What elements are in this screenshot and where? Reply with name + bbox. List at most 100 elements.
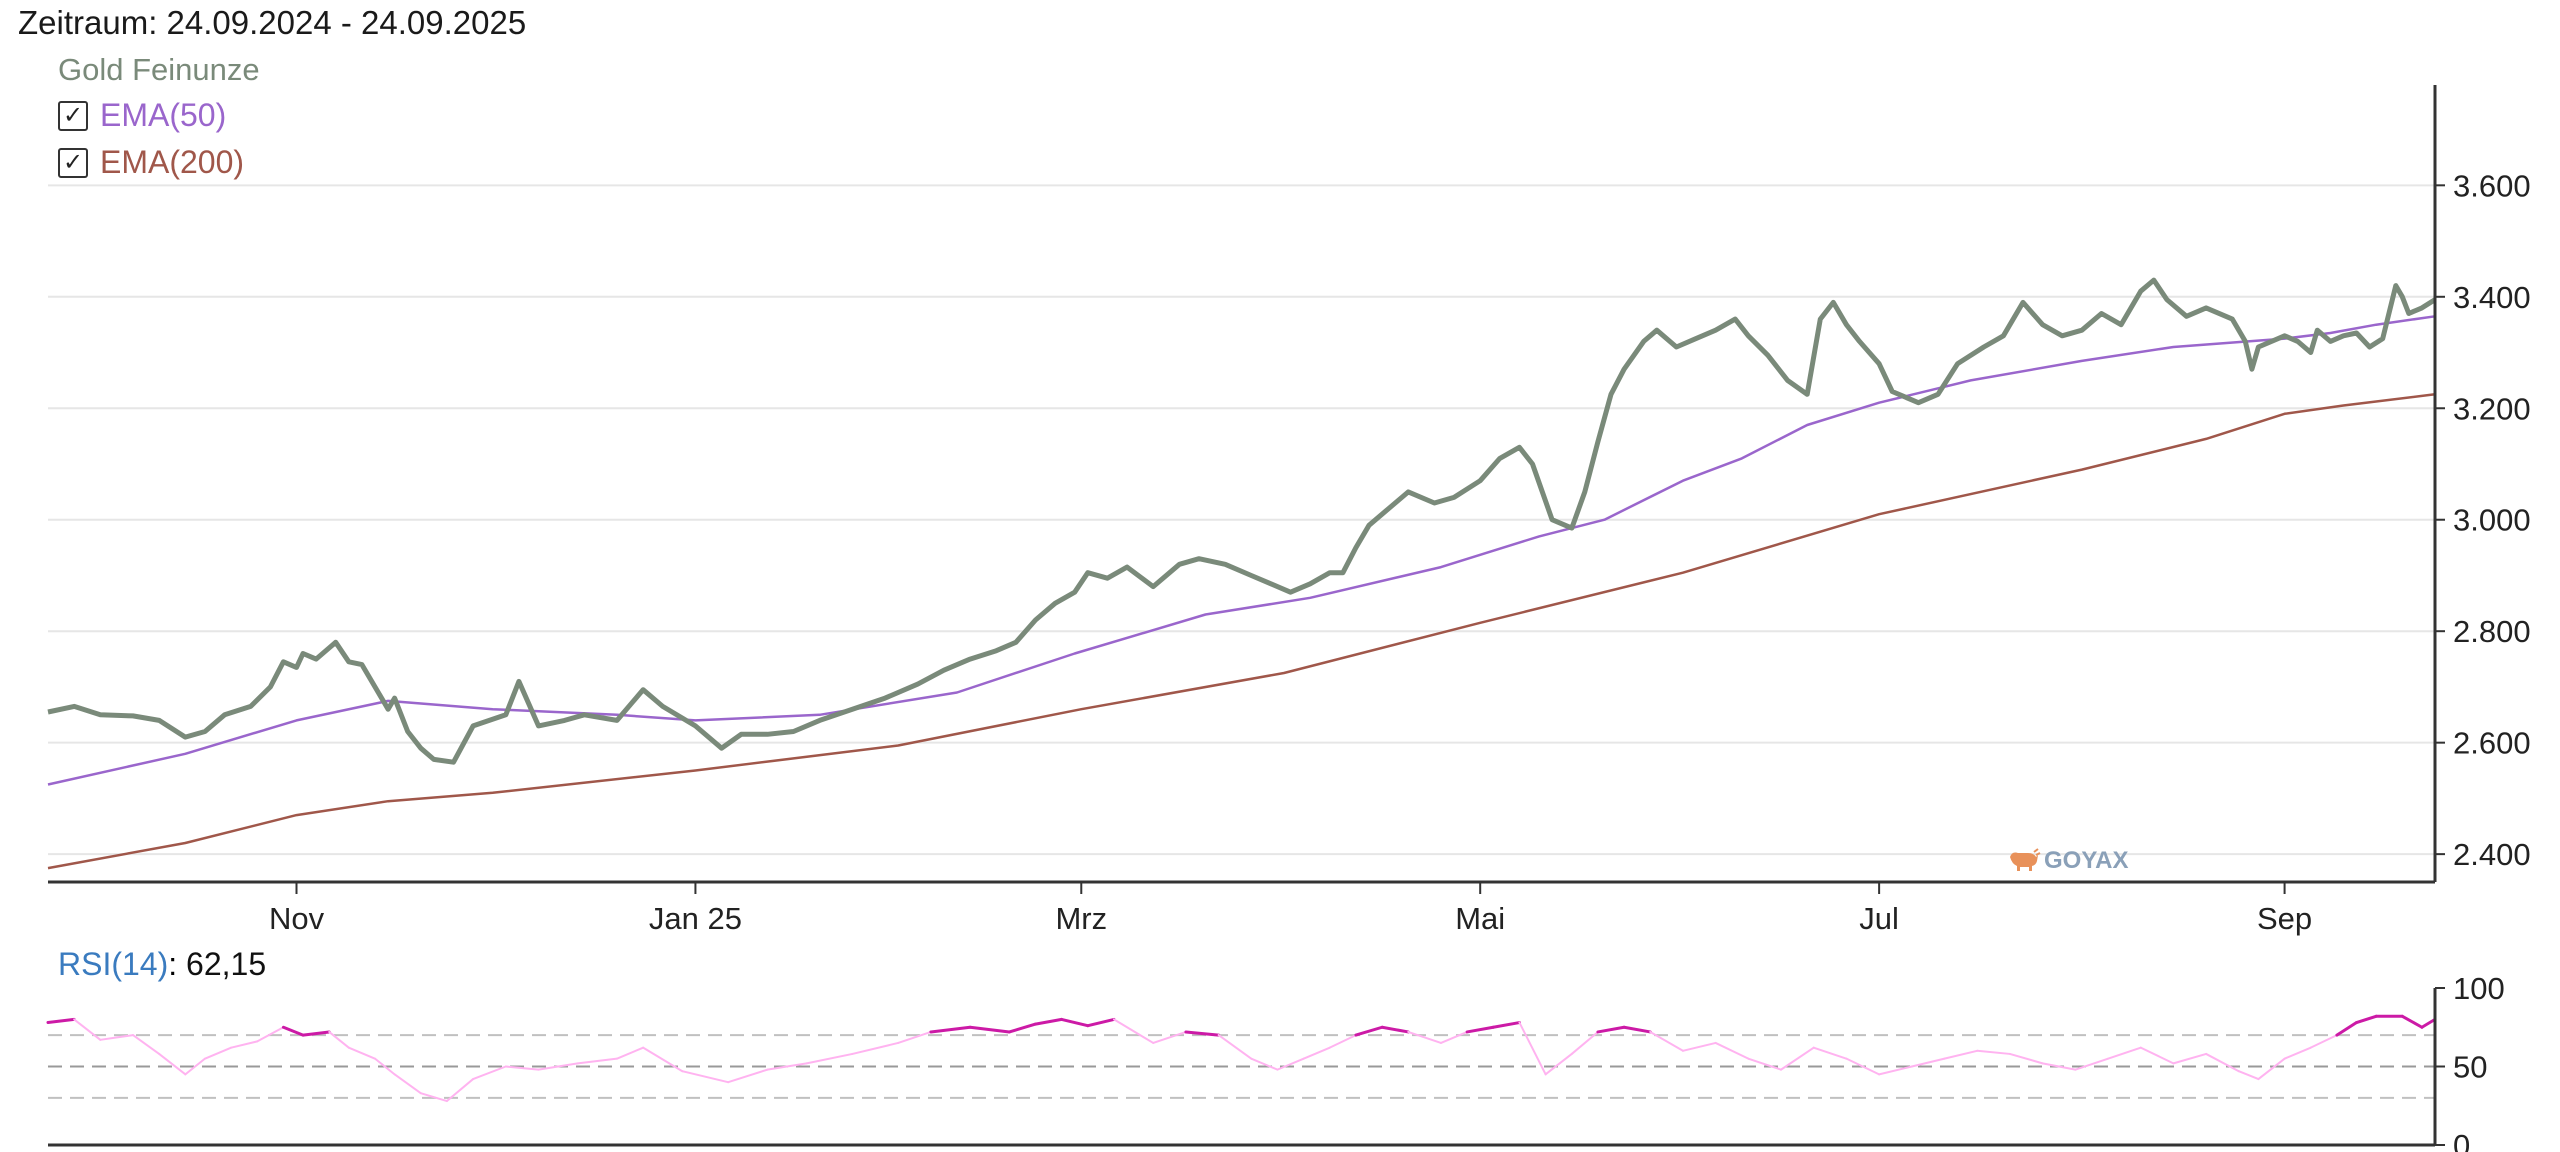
legend-item-ema200[interactable]: ✓ EMA(200)	[58, 139, 260, 186]
rsi-segment	[2257, 1057, 2286, 1081]
rsi-segment	[99, 1034, 135, 1041]
series-line-price	[47, 277, 2437, 765]
rsi-segment	[929, 1025, 972, 1034]
rsi-segment	[1250, 1057, 1279, 1071]
rsi-segment	[1518, 1021, 1547, 1076]
legend-title: Gold Feinunze	[58, 52, 260, 87]
rsi-segment	[1596, 1025, 1626, 1034]
rsi-segment	[203, 1046, 233, 1060]
rsi-segment	[1439, 1030, 1469, 1044]
check-icon: ✓	[62, 102, 84, 129]
rsi-segment	[1465, 1025, 1495, 1034]
rsi-segment	[727, 1068, 769, 1084]
rsi-segment	[1491, 1021, 1521, 1029]
rsi-segment	[1544, 1052, 1573, 1076]
rsi-segment	[1086, 1017, 1116, 1028]
rsi-segment	[1152, 1030, 1187, 1044]
y-tick-label: 2.800	[2453, 614, 2531, 649]
price-chart	[47, 277, 2437, 870]
rsi-grid	[48, 1034, 2435, 1099]
rsi-y-tick-label: 0	[2453, 1128, 2470, 1152]
rsi-segment	[2420, 1017, 2437, 1029]
watermark: GOYAX	[2010, 847, 2128, 874]
rsi-segment	[2008, 1052, 2044, 1065]
rsi-segment	[1812, 1046, 1848, 1060]
rsi-segment	[1328, 1034, 1357, 1049]
rsi-segment	[2139, 1046, 2175, 1065]
rsi-segment	[2309, 1034, 2338, 1049]
rsi-segment	[1302, 1046, 1331, 1060]
rsi-segment	[851, 1041, 900, 1055]
rsi-segment	[2074, 1057, 2110, 1071]
x-tick-label: Jul	[1859, 901, 1899, 936]
rsi-segment	[1845, 1057, 1881, 1076]
rsi-segment	[1112, 1018, 1155, 1044]
ema200-checkbox[interactable]: ✓	[58, 147, 88, 178]
rsi-chart	[46, 1014, 2437, 1103]
rsi-segment	[73, 1018, 102, 1041]
y-tick-label: 2.400	[2453, 837, 2531, 872]
rsi-separator: :	[168, 946, 187, 982]
rsi-segment	[158, 1052, 187, 1076]
main-axes: 2.400 2.600 2.800 3.000 3.200 3.400 3.600 Nov Ja…	[48, 85, 2531, 936]
x-tick-label: Nov	[269, 901, 325, 936]
rsi-segment	[419, 1092, 448, 1103]
period-label: Zeitraum: 24.09.2024 - 24.09.2025	[18, 4, 527, 41]
rsi-segment	[1033, 1017, 1064, 1026]
rsi-segment	[301, 1030, 331, 1037]
series-line-ema50	[47, 315, 2436, 786]
rsi-segment	[1407, 1030, 1442, 1044]
rsi-segment	[230, 1040, 259, 1049]
rsi-segment	[681, 1070, 730, 1084]
rsi-segment	[897, 1030, 932, 1044]
rsi-segment	[347, 1046, 376, 1060]
series-line-ema200	[47, 393, 2436, 870]
rsi-axes: 100 50 0	[48, 971, 2505, 1152]
rsi-segment	[642, 1046, 684, 1073]
x-tick-label: Jan 25	[649, 901, 742, 936]
rsi-segment	[2237, 1070, 2260, 1081]
legend-label-ema50: EMA(50)	[100, 97, 227, 133]
rsi-segment	[1943, 1049, 1979, 1060]
rsi-segment	[132, 1034, 161, 1055]
rsi-segment	[1184, 1030, 1221, 1037]
rsi-segment	[2355, 1014, 2378, 1025]
rsi-segment	[1380, 1025, 1410, 1034]
rsi-segment	[1354, 1025, 1384, 1037]
rsi-segment	[1060, 1017, 1090, 1028]
rsi-segment	[2041, 1062, 2077, 1071]
rsi-segment	[615, 1046, 645, 1060]
rsi-segment	[1780, 1046, 1815, 1071]
rsi-segment	[1276, 1057, 1305, 1071]
y-tick-label: 3.400	[2453, 280, 2531, 315]
rsi-segment	[1622, 1025, 1652, 1034]
rsi-segment	[1681, 1041, 1717, 1052]
rsi-segment	[504, 1065, 540, 1071]
rsi-segment	[445, 1078, 475, 1103]
rsi-segment	[2205, 1052, 2240, 1073]
rsi-segment	[2283, 1046, 2312, 1060]
rsi-segment	[766, 1062, 808, 1071]
rsi-name: RSI(14)	[58, 946, 169, 982]
rsi-label: RSI(14): 62,15	[58, 946, 266, 983]
x-tick-label: Sep	[2257, 901, 2312, 936]
y-tick-label: 3.600	[2453, 168, 2531, 203]
rsi-segment	[1714, 1041, 1750, 1060]
rsi-segment	[1976, 1049, 2011, 1055]
y-tick-label: 3.200	[2453, 391, 2531, 426]
rsi-segment	[968, 1025, 1011, 1034]
rsi-segment	[537, 1062, 579, 1071]
rsi-segment	[1878, 1065, 1913, 1076]
rsi-segment	[373, 1057, 396, 1076]
main-grid	[48, 184, 2435, 856]
rsi-segment	[328, 1030, 350, 1049]
ema50-checkbox[interactable]: ✓	[58, 100, 88, 131]
rsi-segment	[2172, 1052, 2208, 1065]
rsi-segment	[576, 1057, 618, 1065]
legend-item-ema50[interactable]: ✓ EMA(50)	[58, 92, 260, 139]
rsi-segment	[805, 1052, 854, 1065]
rsi-segment	[1007, 1022, 1037, 1034]
watermark-text: GOYAX	[2044, 847, 2128, 874]
y-tick-label: 2.600	[2453, 726, 2531, 761]
rsi-segment	[393, 1073, 422, 1095]
